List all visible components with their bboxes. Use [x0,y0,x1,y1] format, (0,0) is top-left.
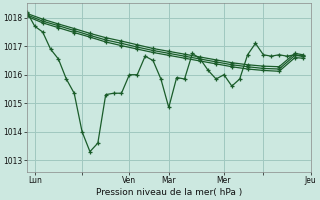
X-axis label: Pression niveau de la mer( hPa ): Pression niveau de la mer( hPa ) [96,188,242,197]
